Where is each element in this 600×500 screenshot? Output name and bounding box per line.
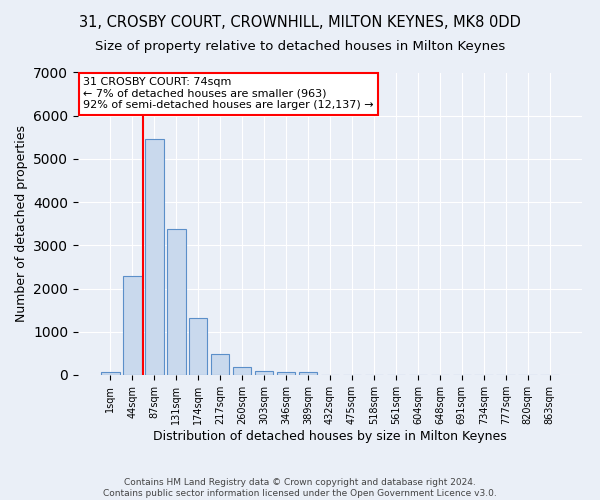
Bar — [211, 354, 229, 375]
Bar — [167, 229, 185, 375]
Bar — [123, 276, 142, 375]
Y-axis label: Number of detached properties: Number of detached properties — [14, 125, 28, 322]
Bar — [255, 371, 274, 375]
X-axis label: Distribution of detached houses by size in Milton Keynes: Distribution of detached houses by size … — [153, 430, 507, 443]
Bar — [277, 372, 295, 375]
Text: 31, CROSBY COURT, CROWNHILL, MILTON KEYNES, MK8 0DD: 31, CROSBY COURT, CROWNHILL, MILTON KEYN… — [79, 15, 521, 30]
Bar — [145, 139, 164, 375]
Bar — [101, 372, 119, 375]
Bar — [189, 318, 208, 375]
Text: Contains HM Land Registry data © Crown copyright and database right 2024.
Contai: Contains HM Land Registry data © Crown c… — [103, 478, 497, 498]
Text: Size of property relative to detached houses in Milton Keynes: Size of property relative to detached ho… — [95, 40, 505, 53]
Bar — [299, 372, 317, 375]
Text: 31 CROSBY COURT: 74sqm
← 7% of detached houses are smaller (963)
92% of semi-det: 31 CROSBY COURT: 74sqm ← 7% of detached … — [83, 77, 374, 110]
Bar — [233, 368, 251, 375]
